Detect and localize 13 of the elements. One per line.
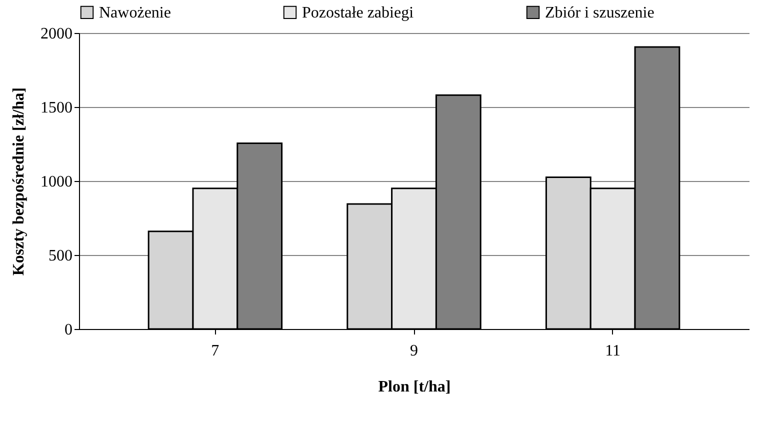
y-axis-title: Koszty bezpośrednie [zł/ha] <box>10 87 28 276</box>
y-tick-label: 0 <box>64 322 72 338</box>
legend-label: Nawożenie <box>99 4 171 22</box>
y-tick-label: 2000 <box>40 26 72 42</box>
y-tick-label: 1000 <box>40 174 72 190</box>
x-tick-label: 9 <box>410 342 418 360</box>
legend-label: Pozostałe zabiegi <box>302 4 414 22</box>
y-tick-label: 1500 <box>40 100 72 116</box>
x-axis-title: Plon [t/ha] <box>378 378 451 396</box>
y-tick-label: 500 <box>48 248 72 264</box>
x-tick-label: 7 <box>211 342 220 360</box>
legend-label: Zbiór i szuszenie <box>545 4 654 22</box>
x-tick-label: 11 <box>605 342 621 360</box>
